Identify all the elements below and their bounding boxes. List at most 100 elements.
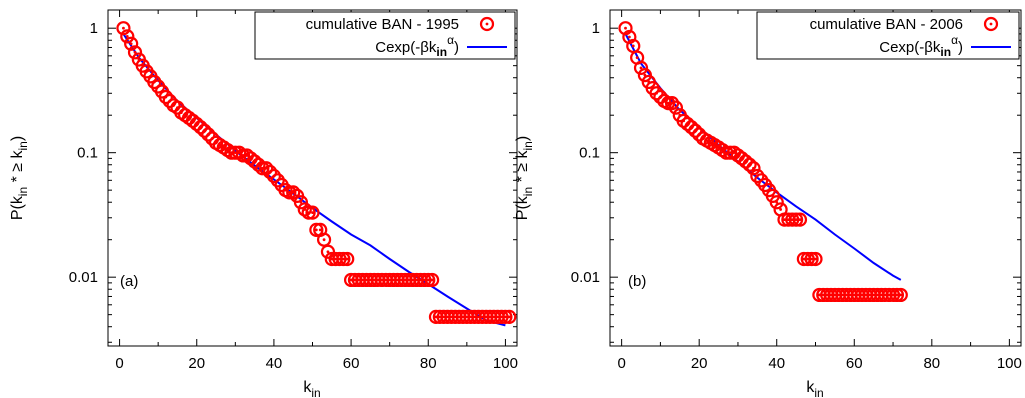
data-point-dot	[674, 106, 678, 110]
data-point-ring	[332, 251, 347, 267]
x-tick-label: 100	[997, 355, 1022, 372]
x-axis-label: kin	[806, 379, 823, 398]
data-point	[116, 21, 131, 36]
data-point-dot	[125, 34, 129, 38]
data-point-ring	[316, 232, 332, 247]
data-point-dot	[133, 50, 137, 54]
data-point-ring	[684, 120, 699, 135]
y-tick-label: 0.01	[571, 269, 600, 286]
y-tick-label: 0.1	[77, 145, 98, 162]
data-point-ring	[769, 195, 784, 210]
y-tick-label: 1	[90, 20, 98, 37]
data-point-ring	[804, 251, 819, 267]
data-point-ring	[800, 251, 815, 267]
data-point-ring	[251, 157, 266, 172]
data-point-ring	[893, 287, 908, 303]
data-point	[633, 60, 649, 75]
data-point-ring	[742, 157, 757, 172]
legend-marker-ring	[983, 16, 999, 32]
data-point-dot	[430, 278, 434, 282]
data-point-ring	[668, 100, 684, 115]
data-point-dot	[241, 154, 245, 157]
data-point-dot	[631, 44, 635, 48]
data-point-dot	[507, 315, 511, 319]
x-tick-label: 40	[768, 355, 785, 372]
data-point	[618, 21, 633, 36]
data-point-ring	[116, 21, 131, 36]
data-point-ring	[309, 222, 324, 237]
data-point-dot	[666, 101, 670, 105]
x-tick-label: 20	[691, 355, 708, 372]
data-point	[421, 272, 436, 288]
data-point-ring	[255, 161, 270, 176]
data-point	[723, 145, 738, 160]
y-axis-label: P(kin * ≥ kin)	[9, 136, 30, 220]
data-point-ring	[340, 251, 355, 267]
x-tick-label: 60	[846, 355, 863, 372]
data-point-ring	[688, 123, 703, 138]
data-point	[622, 29, 637, 45]
data-point	[120, 29, 135, 44]
data-point	[893, 287, 908, 303]
data-point-ring	[785, 212, 800, 227]
data-point	[309, 222, 324, 237]
legend-entry-markers: cumulative BAN - 2006	[810, 16, 963, 33]
data-point-dot	[307, 211, 311, 215]
legend-box	[756, 11, 1020, 60]
data-point-ring	[498, 309, 513, 324]
data-point-ring	[746, 161, 761, 176]
data-point	[301, 205, 316, 220]
data-point-ring	[649, 86, 664, 101]
legend-marker-dot	[989, 22, 993, 26]
data-point	[789, 212, 804, 227]
y-axis-label: P(kin * ≥ kin)	[514, 136, 535, 220]
data-point-dot	[314, 228, 318, 232]
data-point-ring	[293, 195, 309, 210]
data-point	[804, 251, 819, 267]
data-point-ring	[622, 29, 637, 45]
data-point-dot	[627, 35, 631, 39]
x-axis-label: kin	[303, 379, 320, 398]
data-point-ring	[425, 272, 440, 288]
data-point-ring	[259, 161, 274, 176]
data-point	[792, 212, 808, 227]
plot-frame	[609, 9, 1022, 347]
chart-panel-a: 0 20 40 60 80 100 1 0.1 0.01 kin P(kin * ≥ kin) (a)…	[9, 9, 518, 398]
data-point-dot	[233, 151, 237, 155]
data-point-ring	[301, 205, 316, 220]
data-point-ring	[266, 168, 282, 184]
y-tick-label: 0.01	[69, 269, 98, 286]
data-point-ring	[120, 29, 135, 44]
data-point	[255, 161, 270, 176]
x-tick-label: 40	[266, 355, 283, 372]
data-point-dot	[426, 278, 430, 282]
data-point	[668, 100, 684, 115]
data-point-dot	[122, 26, 125, 30]
data-point-dot	[341, 257, 345, 261]
legend-entry-fit: Cexp(-βkinα)	[879, 33, 963, 59]
x-tick-label: 80	[420, 355, 437, 372]
y-tick-label: 0.1	[579, 145, 600, 162]
x-tick-label: 60	[343, 355, 360, 372]
data-point-ring	[201, 127, 216, 142]
data-point-ring	[417, 272, 432, 288]
data-point-dot	[318, 228, 322, 232]
chart-panel-b: 0 20 40 60 80 100 1 0.1 0.01 kin P(kin * ≥ kin) (b)…	[514, 9, 1022, 398]
legend-box	[254, 11, 516, 60]
data-point-ring	[197, 123, 212, 138]
data-point-ring	[124, 36, 139, 51]
panel-tag: (b)	[628, 273, 646, 290]
data-point-ring	[127, 45, 143, 60]
data-point-ring	[305, 205, 320, 220]
data-point-dot	[624, 26, 627, 30]
data-point-ring	[235, 148, 251, 163]
data-point	[340, 251, 355, 267]
data-point	[293, 195, 309, 210]
data-point-dot	[728, 151, 732, 155]
data-point	[661, 96, 676, 111]
data-point-ring	[193, 120, 208, 135]
data-point	[808, 251, 823, 267]
data-point	[889, 287, 905, 303]
data-point	[336, 251, 351, 267]
